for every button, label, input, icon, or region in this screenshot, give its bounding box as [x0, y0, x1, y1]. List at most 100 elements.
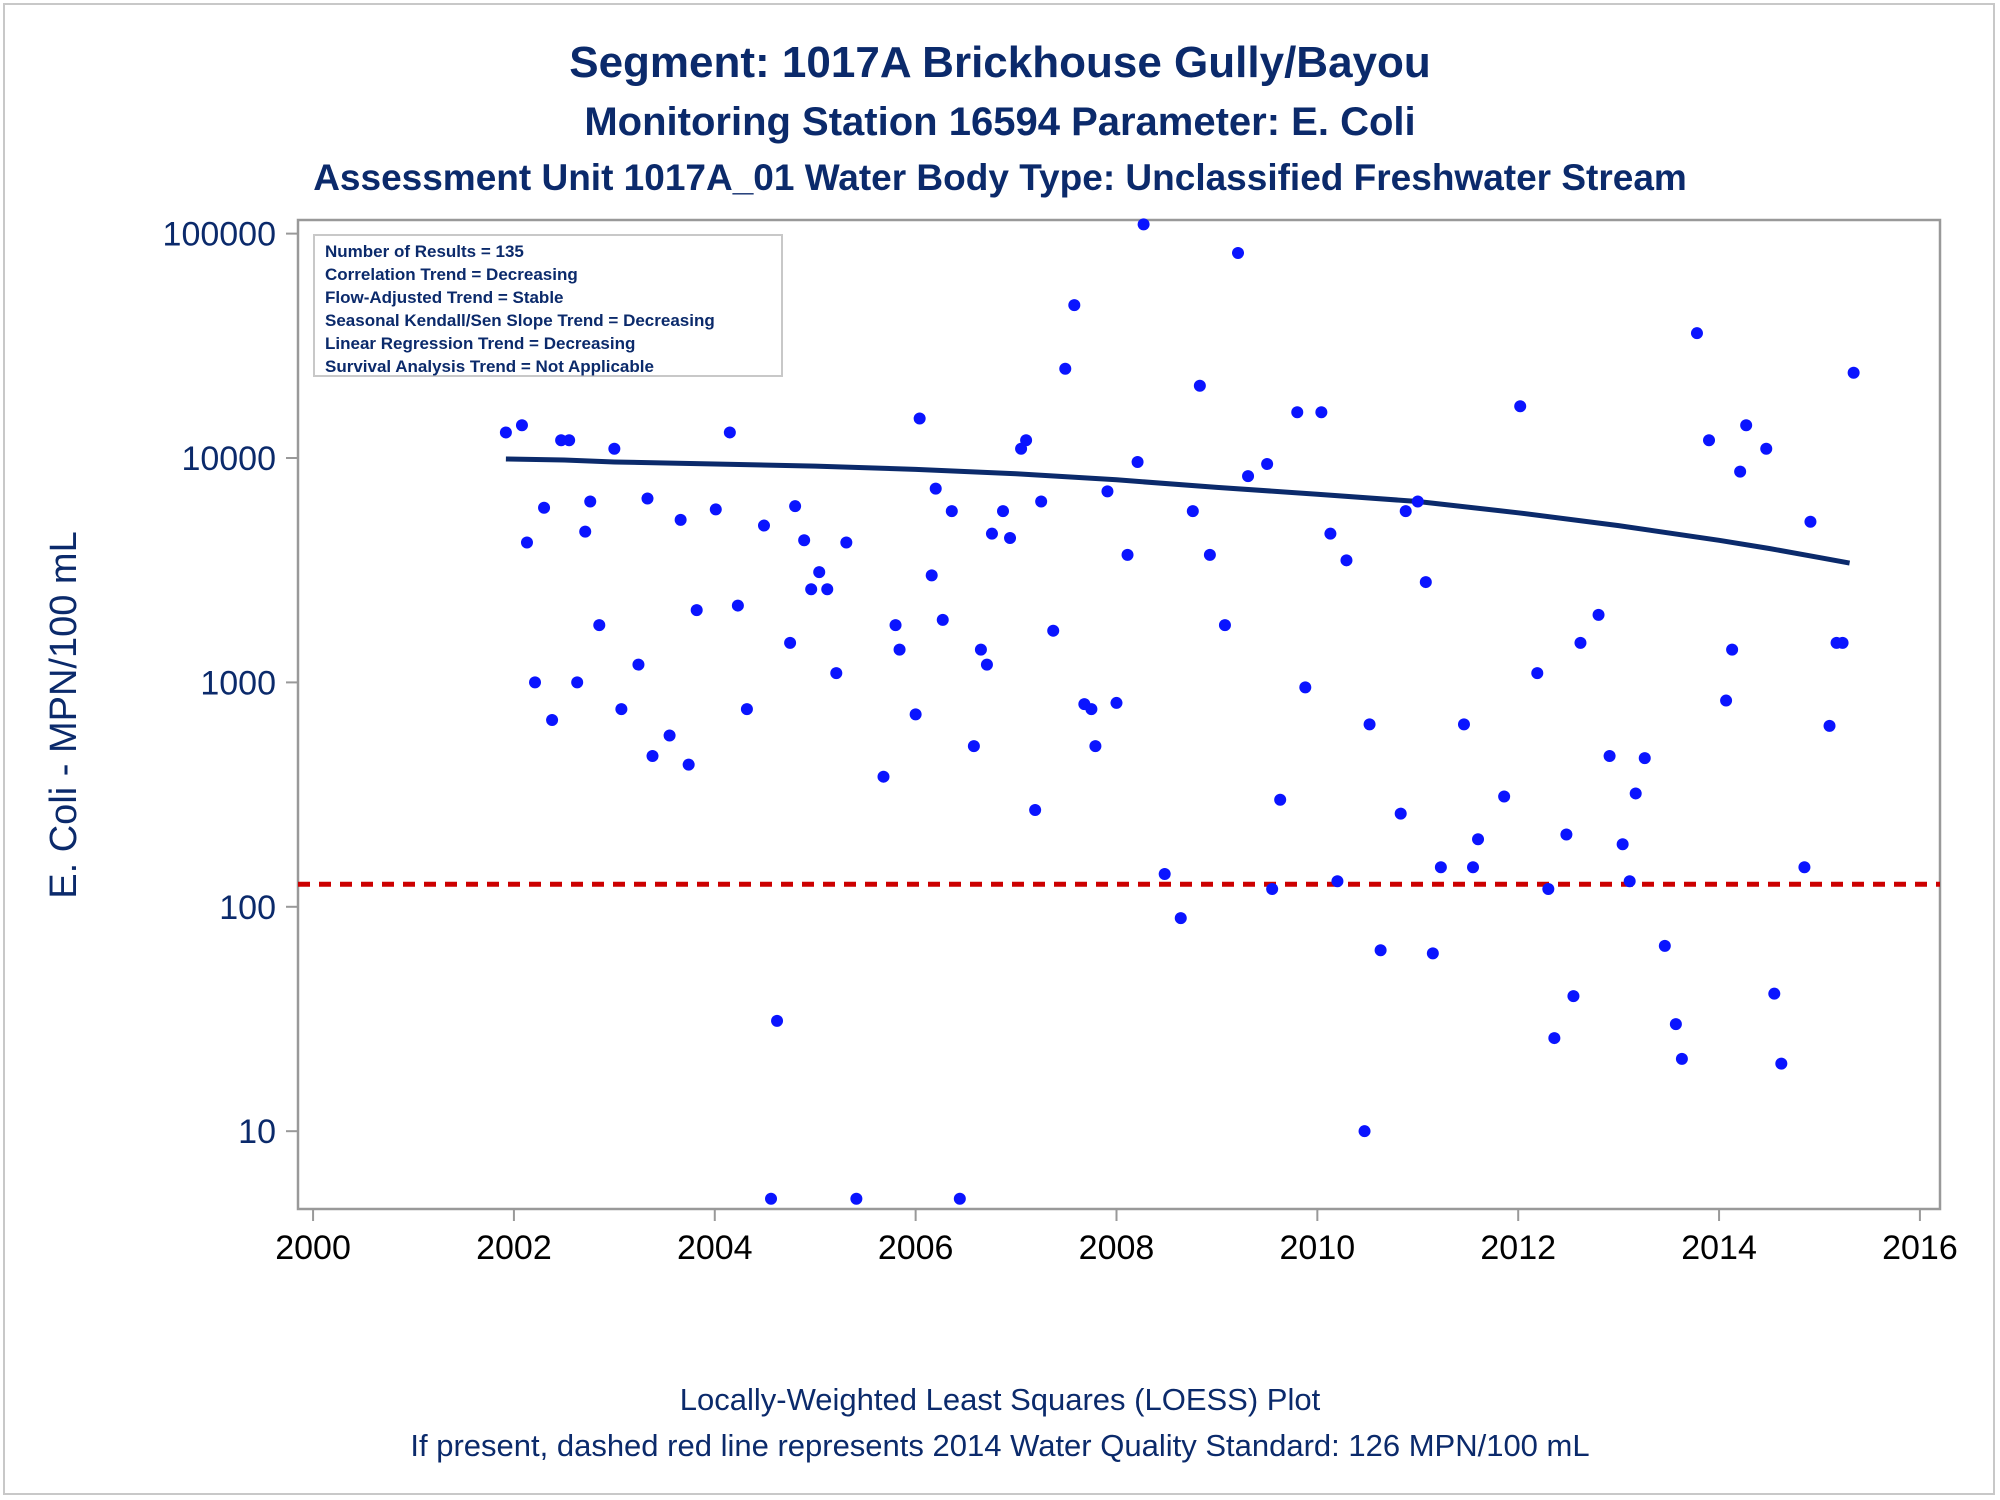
- data-point: [1101, 485, 1114, 498]
- data-point: [1315, 406, 1328, 419]
- data-point: [1137, 218, 1150, 231]
- data-point: [1203, 548, 1216, 561]
- x-tick-label: 2004: [677, 1229, 753, 1267]
- data-point: [840, 536, 853, 549]
- y-tick-label: 10: [238, 1113, 276, 1151]
- data-point: [571, 676, 584, 689]
- data-point: [579, 525, 592, 538]
- data-point: [593, 619, 606, 632]
- stats-line-flow-adjusted: Flow-Adjusted Trend = Stable: [325, 288, 564, 307]
- data-point: [1457, 718, 1470, 731]
- data-point: [1131, 455, 1144, 468]
- data-point: [929, 482, 942, 495]
- data-point: [909, 708, 922, 721]
- data-point: [1399, 505, 1412, 518]
- data-point: [757, 519, 770, 532]
- data-point: [1242, 470, 1255, 483]
- data-point: [1798, 861, 1811, 874]
- data-point: [1029, 803, 1042, 816]
- y-tick-label: 100000: [163, 216, 276, 254]
- data-point: [850, 1192, 863, 1205]
- data-point: [889, 619, 902, 632]
- x-tick-label: 2014: [1681, 1229, 1757, 1267]
- data-point: [1324, 527, 1337, 540]
- data-point: [997, 505, 1010, 518]
- data-point: [1616, 838, 1629, 851]
- stats-legend-box: Number of Results = 135 Correlation Tren…: [313, 234, 783, 377]
- data-point: [913, 412, 926, 425]
- data-point: [1467, 861, 1480, 874]
- data-point: [520, 536, 533, 549]
- data-point: [499, 426, 512, 439]
- data-point: [1274, 793, 1287, 806]
- data-point: [1291, 406, 1304, 419]
- data-point: [980, 658, 993, 671]
- data-point: [1110, 696, 1123, 709]
- data-point: [632, 658, 645, 671]
- data-point: [529, 676, 542, 689]
- data-point: [798, 534, 811, 547]
- data-point: [615, 703, 628, 716]
- data-point: [538, 501, 551, 514]
- data-point: [967, 740, 980, 753]
- footnote-method: Locally-Weighted Least Squares (LOESS) P…: [679, 1382, 1321, 1417]
- data-point: [813, 566, 826, 579]
- data-point: [723, 426, 736, 439]
- x-tick-label: 2006: [878, 1229, 954, 1267]
- data-point: [1232, 246, 1245, 259]
- data-point: [1340, 554, 1353, 567]
- data-point: [1574, 636, 1587, 649]
- x-tick-label: 2012: [1480, 1229, 1556, 1267]
- data-point: [1035, 495, 1048, 508]
- chart-subtitle-2: Assessment Unit 1017A_01 Water Body Type…: [313, 157, 1687, 198]
- data-point: [1004, 532, 1017, 545]
- data-point: [1629, 787, 1642, 800]
- data-point: [546, 713, 559, 726]
- y-tick-label: 10000: [181, 440, 276, 478]
- data-point: [1592, 608, 1605, 621]
- data-point: [515, 419, 528, 432]
- x-tick-label: 2002: [476, 1229, 552, 1267]
- x-tick-label: 2008: [1079, 1229, 1155, 1267]
- data-point: [1847, 366, 1860, 379]
- data-point: [1567, 990, 1580, 1003]
- data-point: [974, 643, 987, 656]
- data-point: [1498, 790, 1511, 803]
- figure-border: [3, 3, 1995, 1495]
- data-point: [1158, 868, 1171, 881]
- y-axis-label: E. Coli - MPN/100 mL: [43, 531, 85, 898]
- data-point: [1734, 465, 1747, 478]
- data-point: [1836, 636, 1849, 649]
- data-point: [1623, 875, 1636, 888]
- data-point: [1085, 703, 1098, 716]
- data-point: [646, 749, 659, 762]
- data-point: [563, 434, 576, 447]
- x-tick-label: 2000: [275, 1229, 351, 1267]
- data-point: [1374, 944, 1387, 957]
- data-point: [784, 636, 797, 649]
- data-point: [830, 667, 843, 680]
- data-point: [877, 770, 890, 783]
- data-point: [709, 503, 722, 516]
- x-tick-label: 2010: [1280, 1229, 1356, 1267]
- data-point: [771, 1014, 784, 1027]
- data-point: [1261, 458, 1274, 471]
- data-point: [1775, 1057, 1788, 1070]
- data-point: [893, 643, 906, 656]
- data-point: [1514, 400, 1527, 413]
- data-point: [1331, 875, 1344, 888]
- data-point: [1266, 883, 1279, 896]
- data-point: [1089, 740, 1102, 753]
- stats-line-correlation: Correlation Trend = Decreasing: [325, 265, 578, 284]
- data-point: [1068, 299, 1081, 312]
- data-point: [953, 1192, 966, 1205]
- stats-line-survival: Survival Analysis Trend = Not Applicable: [325, 357, 654, 376]
- data-point: [1394, 807, 1407, 820]
- data-point: [1768, 987, 1781, 1000]
- data-point: [821, 583, 834, 596]
- data-point: [1542, 883, 1555, 896]
- data-point: [1548, 1032, 1561, 1045]
- data-point: [1740, 419, 1753, 432]
- data-point: [1760, 442, 1773, 455]
- chart-subtitle: Monitoring Station 16594 Parameter: E. C…: [584, 100, 1416, 144]
